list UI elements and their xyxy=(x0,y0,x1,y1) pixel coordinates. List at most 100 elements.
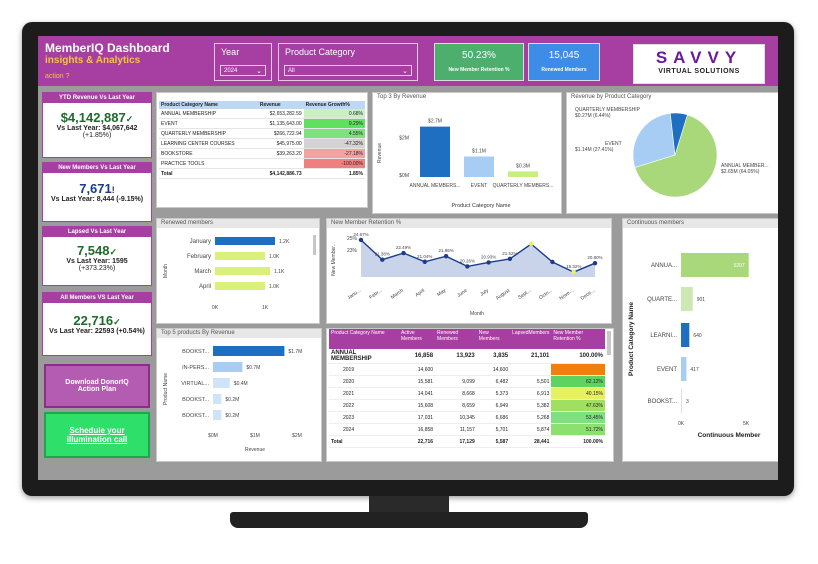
point-data-label: 20.80% xyxy=(587,255,602,260)
y-tick-label: 23% xyxy=(347,248,358,254)
data-point[interactable] xyxy=(401,250,406,256)
renewed-members-chart: January 1.2K February 1.0K March 1.1K April 1.0… xyxy=(163,235,316,311)
data-point[interactable] xyxy=(380,257,385,262)
data-point[interactable] xyxy=(550,259,555,265)
table-row[interactable]: 2020 15,581 9,099 6,482 5,501 62.12% xyxy=(329,375,605,388)
year-filter[interactable]: Year 2024 ⌄ xyxy=(214,43,272,81)
total-cell: 28,441 xyxy=(510,435,552,448)
col-header[interactable]: LapsedMembers xyxy=(510,329,552,349)
monitor-stand-neck xyxy=(369,496,449,516)
pie-slice[interactable] xyxy=(669,112,688,156)
table-row[interactable]: ANNUAL MEMBERSHIP $2,653,282.59 0.68% xyxy=(159,109,365,119)
col-header[interactable]: Product Category Name xyxy=(329,329,399,349)
table-row[interactable]: 2023 17,031 10,345 6,686 5,268 53.45% xyxy=(329,411,605,424)
bar[interactable] xyxy=(213,362,243,372)
revenue-table-panel: Product Category Name Revenue Revenue Gr… xyxy=(156,92,368,208)
col-header[interactable]: Renewed Members xyxy=(435,329,477,349)
bar[interactable] xyxy=(215,282,265,290)
value-cell: 5,373 xyxy=(476,387,511,400)
bar[interactable] xyxy=(681,287,693,311)
total-cell: 22,716 xyxy=(399,435,436,448)
y-tick-label: ANNUA... xyxy=(651,263,677,269)
bar[interactable] xyxy=(681,253,749,277)
data-point[interactable] xyxy=(528,241,534,247)
bar[interactable] xyxy=(420,126,450,177)
table-row[interactable]: PRACTICE TOOLS -100.00% xyxy=(159,158,365,169)
category-select[interactable]: All ⌄ xyxy=(284,65,412,76)
category-cell: 2024 xyxy=(329,423,399,436)
year-select[interactable]: 2024 ⌄ xyxy=(220,65,266,76)
revenue-table: Product Category Name Revenue Revenue Gr… xyxy=(159,101,365,179)
col-header[interactable]: New Members xyxy=(476,329,511,349)
value-cell: 8,659 xyxy=(435,399,477,412)
bar[interactable] xyxy=(681,357,687,381)
data-point[interactable] xyxy=(358,237,364,243)
data-point[interactable] xyxy=(465,264,470,269)
table-row[interactable]: EVENT $1,135,643.00 9.29% xyxy=(159,118,365,129)
y-tick-label: 25% xyxy=(347,236,358,242)
category-cell: LEARNING CENTER COURSES xyxy=(159,138,258,149)
table-row[interactable]: BOOKSTORE $39,263.20 -27.18% xyxy=(159,148,365,159)
bar[interactable] xyxy=(213,394,222,404)
revenue-pie-panel: Revenue by Product Category ANNUAL MEMBE… xyxy=(566,92,778,214)
schedule-call-button[interactable]: Schedule your illumination call xyxy=(44,412,150,458)
table-row[interactable]: LEARNING CENTER COURSES $45,975.00 -47.32% xyxy=(159,138,365,149)
continuous-members-chart: ANNUA... 5207 QUARTE... 901 LEARNI... 640 EVEN… xyxy=(628,253,761,439)
action-link[interactable]: action ? xyxy=(45,73,70,80)
table-row[interactable]: 2021 14,041 8,668 5,373 6,913 40.15% xyxy=(329,387,605,400)
col-header[interactable]: Revenue xyxy=(257,101,304,109)
category-filter-label: Product Category xyxy=(285,47,356,57)
bar[interactable] xyxy=(681,323,690,347)
panel-title-bar xyxy=(157,219,319,228)
download-action-plan-button[interactable]: Download DonorIQ Action Plan xyxy=(44,364,150,408)
bar[interactable] xyxy=(215,267,270,275)
x-tick-label: EVENT xyxy=(471,183,488,189)
bar-data-label: 3 xyxy=(686,399,689,405)
value-cell: 10,345 xyxy=(435,411,477,424)
y-axis-label: Month xyxy=(163,264,169,278)
data-point[interactable] xyxy=(486,260,491,265)
bar[interactable] xyxy=(213,378,230,388)
category-filter[interactable]: Product Category All ⌄ xyxy=(278,43,418,81)
value-cell: 6,913 xyxy=(510,387,552,400)
col-header[interactable]: Product Category Name xyxy=(159,101,258,109)
point-data-label: 21.96% xyxy=(438,248,453,253)
data-point[interactable] xyxy=(443,254,449,259)
data-point[interactable] xyxy=(422,259,428,264)
bar[interactable] xyxy=(215,237,275,245)
bar[interactable] xyxy=(213,410,222,420)
bar[interactable] xyxy=(213,346,285,356)
y-tick-label: March xyxy=(194,269,211,275)
data-point[interactable] xyxy=(507,256,513,262)
x-axis-label: Revenue xyxy=(245,447,265,453)
panel-title: Renewed members xyxy=(161,220,214,226)
kpi-card-percent: (+373.23%) xyxy=(78,265,116,272)
table-row[interactable]: QUARTERLY MEMBERSHIP $266,722.94 4.55% xyxy=(159,128,365,139)
table-row[interactable]: 2022 15,608 8,659 6,949 5,382 47.63% xyxy=(329,399,605,412)
scrollbar[interactable] xyxy=(313,235,316,255)
member-table-panel: Product Category Name Active Members Ren… xyxy=(326,328,614,462)
table-scrollbar[interactable] xyxy=(607,331,611,355)
pie-slice[interactable] xyxy=(632,112,676,168)
y-tick-label: LEARNI... xyxy=(650,333,677,339)
bar-data-label: 1.1K xyxy=(274,269,285,275)
data-point[interactable] xyxy=(592,261,598,266)
kpi-card-percent: (+1.85%) xyxy=(82,132,112,139)
value-cell: 51.72% xyxy=(551,423,605,436)
bar[interactable] xyxy=(464,156,494,177)
table-row[interactable]: 2024 16,858 11,157 5,701 5,874 51.72% xyxy=(329,423,605,436)
value-cell: 11,157 xyxy=(435,423,477,436)
bar[interactable] xyxy=(681,389,682,413)
data-point[interactable] xyxy=(571,269,576,275)
bar[interactable] xyxy=(508,171,538,177)
table-row[interactable]: ANNUAL MEMBERSHIP 16,858 13,923 3,835 21,101… xyxy=(329,349,605,364)
col-header[interactable]: Revenue Growth% xyxy=(303,101,365,109)
member-table-body: ANNUAL MEMBERSHIP 16,858 13,923 3,835 21,101… xyxy=(329,349,605,448)
logo-sub-text: VIRTUAL SOLUTIONS xyxy=(658,68,740,75)
table-row[interactable]: 2019 14,600 14,600 xyxy=(329,363,605,376)
bar[interactable] xyxy=(215,252,265,260)
col-header[interactable]: New Member Retention % xyxy=(551,329,605,349)
category-cell: ANNUAL MEMBERSHIP xyxy=(159,109,258,119)
pie-slice[interactable] xyxy=(634,114,718,198)
col-header[interactable]: Active Members xyxy=(399,329,436,349)
